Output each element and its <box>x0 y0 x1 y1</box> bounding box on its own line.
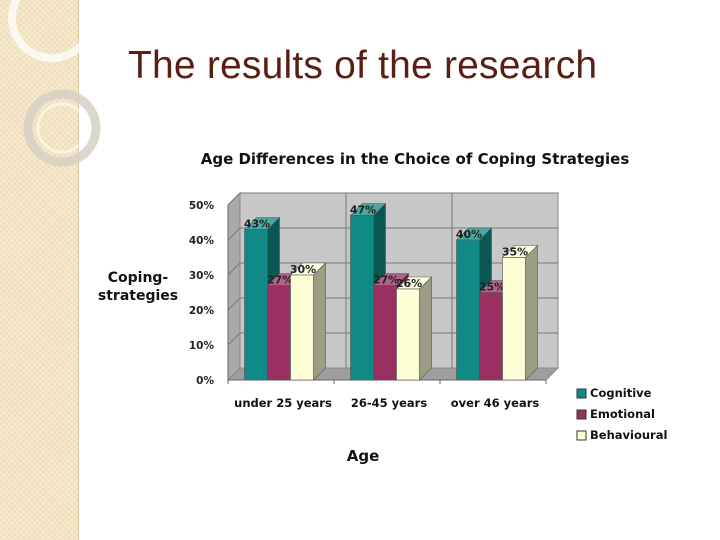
legend-swatch <box>577 410 586 419</box>
legend-label: Emotional <box>590 407 655 421</box>
bar <box>397 277 432 380</box>
y-tick-label: 10% <box>189 340 215 352</box>
bar-front <box>268 286 291 381</box>
bar-front <box>351 216 374 381</box>
data-label: 47% <box>350 204 376 217</box>
x-tick-label: over 46 years <box>451 396 540 410</box>
bar-front <box>291 275 314 380</box>
data-label: 43% <box>244 218 270 231</box>
y-tick-label: 20% <box>189 305 215 317</box>
plot-area: 0%10%20%30%40%50%43%27%30%under 25 years… <box>189 193 558 410</box>
bar-front <box>397 289 420 380</box>
data-label: 30% <box>290 263 316 276</box>
bar-front <box>503 258 526 381</box>
y-axis-label-line: strategies <box>98 288 178 304</box>
legend-swatch <box>577 431 586 440</box>
bar-side <box>420 277 432 380</box>
bar-side <box>314 263 326 380</box>
y-tick-label: 0% <box>196 375 214 387</box>
legend-swatch <box>577 389 586 398</box>
data-label: 26% <box>396 277 422 290</box>
legend-label: Behavioural <box>590 428 667 442</box>
data-label: 40% <box>456 228 482 241</box>
x-tick-label: 26-45 years <box>351 396 428 410</box>
bar-front <box>457 240 480 380</box>
bar <box>291 263 326 380</box>
bar-side <box>526 246 538 381</box>
x-tick-label: under 25 years <box>234 396 332 410</box>
y-tick-label: 40% <box>189 235 215 247</box>
y-axis-label-line: Coping- <box>108 270 169 286</box>
bar <box>503 246 538 381</box>
chart-title: Age Differences in the Choice of Coping … <box>201 150 630 168</box>
y-tick-label: 50% <box>189 200 215 212</box>
legend: Cognitive Emotional Behavioural <box>577 386 667 442</box>
bar-front <box>374 286 397 381</box>
chart-side-wall <box>228 193 240 380</box>
y-tick-label: 30% <box>189 270 215 282</box>
legend-label: Cognitive <box>590 386 652 400</box>
data-label: 35% <box>502 246 528 259</box>
x-axis-label: Age <box>347 447 380 465</box>
y-axis-label: Coping-strategies <box>98 270 178 304</box>
bar-front <box>245 230 268 381</box>
data-label: 25% <box>479 281 505 294</box>
bar-front <box>480 293 503 381</box>
